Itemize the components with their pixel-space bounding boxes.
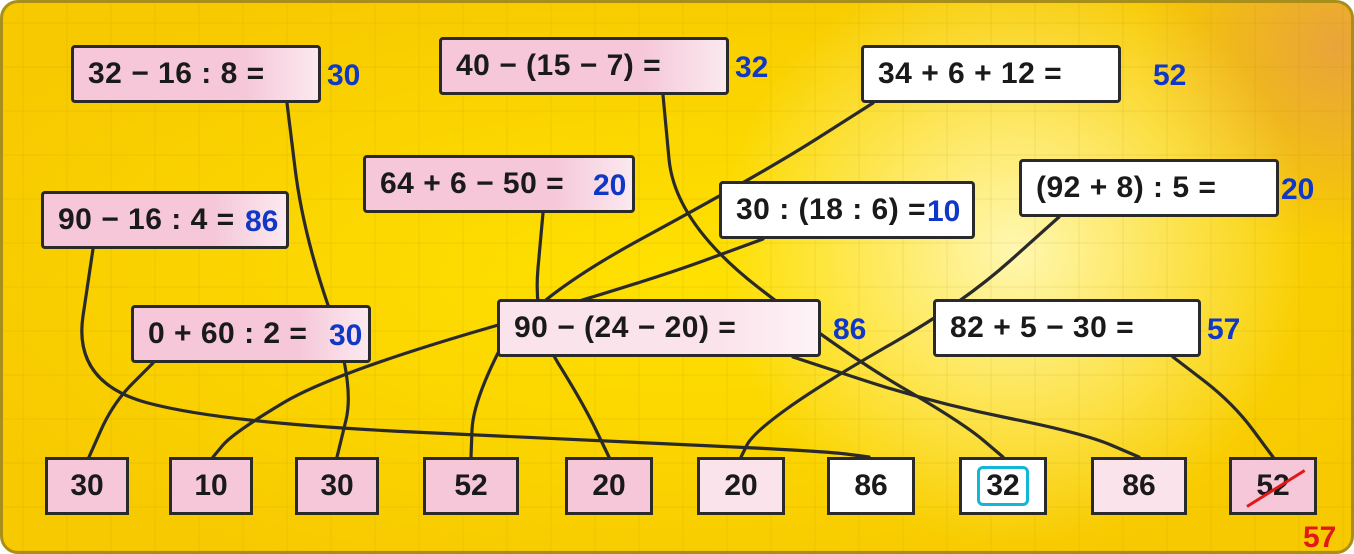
- equation-eq2: 40 − (15 − 7) =: [439, 37, 729, 95]
- equation-answer-eq4: 20: [593, 169, 626, 203]
- equation-eq10: 82 + 5 − 30 =: [933, 299, 1201, 357]
- answer-tile-t32[interactable]: 32: [959, 457, 1047, 515]
- equation-expression: 90 − (24 − 20) =: [514, 311, 736, 345]
- answer-tile-t10[interactable]: 10: [169, 457, 253, 515]
- answer-tile-label: 30: [320, 469, 353, 503]
- equation-answer-eq8: 30: [329, 319, 362, 353]
- answer-tile-label: 20: [724, 469, 757, 503]
- answer-tile-t30a[interactable]: 30: [45, 457, 129, 515]
- answer-tile-t86a[interactable]: 86: [827, 457, 915, 515]
- answer-tile-t20b[interactable]: 20: [697, 457, 785, 515]
- answer-tile-t86b[interactable]: 86: [1091, 457, 1187, 515]
- equation-expression: 32 − 16 : 8 =: [88, 57, 265, 91]
- equation-expression: 40 − (15 − 7) =: [456, 49, 661, 83]
- answer-tile-label: 20: [592, 469, 625, 503]
- answer-tile-t52a[interactable]: 52: [423, 457, 519, 515]
- equation-answer-eq10: 57: [1207, 313, 1240, 347]
- answer-tile-label: 10: [194, 469, 227, 503]
- equation-expression: 90 − 16 : 4 =: [58, 203, 235, 237]
- equation-answer-eq1: 30: [327, 59, 360, 93]
- worksheet-stage: 32 − 16 : 8 = 30 40 − (15 − 7) = 32 34 + 6 +…: [0, 0, 1354, 554]
- equation-answer-eq9: 86: [833, 313, 866, 347]
- equation-eq9: 90 − (24 − 20) =: [497, 299, 821, 357]
- equation-eq3: 34 + 6 + 12 =: [861, 45, 1121, 103]
- equation-answer-eq7: 20: [1281, 173, 1314, 207]
- answer-tile-t20a[interactable]: 20: [565, 457, 653, 515]
- answer-tile-label: 32: [977, 466, 1028, 506]
- answer-tile-label: 52: [454, 469, 487, 503]
- equation-answer-eq2: 32: [735, 51, 768, 85]
- equation-expression: 64 + 6 − 50 =: [380, 167, 564, 201]
- answer-tile-t52b[interactable]: 52: [1229, 457, 1317, 515]
- equation-expression: 82 + 5 − 30 =: [950, 311, 1134, 345]
- equation-expression: 0 + 60 : 2 =: [148, 317, 307, 351]
- equation-expression: 30 : (18 : 6) =: [736, 193, 926, 227]
- correction-answer: 57: [1303, 521, 1336, 554]
- answer-tile-label: 86: [854, 469, 887, 503]
- equation-expression: (92 + 8) : 5 =: [1036, 171, 1216, 205]
- answer-tile-t30b[interactable]: 30: [295, 457, 379, 515]
- answer-tile-label: 30: [70, 469, 103, 503]
- equation-eq7: (92 + 8) : 5 =: [1019, 159, 1279, 217]
- equation-expression: 34 + 6 + 12 =: [878, 57, 1062, 91]
- equation-answer-eq6: 10: [927, 195, 960, 229]
- equation-answer-eq5: 86: [245, 205, 278, 239]
- equation-eq1: 32 − 16 : 8 =: [71, 45, 321, 103]
- equation-answer-eq3: 52: [1153, 59, 1186, 93]
- answer-tile-label: 86: [1122, 469, 1155, 503]
